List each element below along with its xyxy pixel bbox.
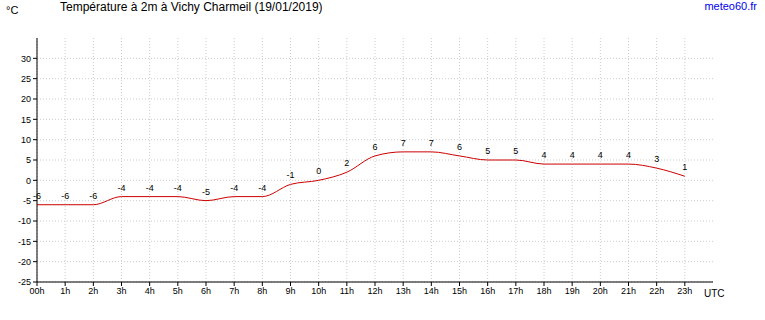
svg-text:3: 3: [654, 154, 659, 164]
svg-text:-1: -1: [286, 170, 294, 180]
svg-text:4: 4: [626, 150, 631, 160]
html-text:meteo60.fr: meteo60.fr: [704, 0, 757, 12]
svg-text:30: 30: [21, 54, 31, 64]
svg-text:15: 15: [21, 115, 31, 125]
svg-text:14h: 14h: [424, 286, 439, 296]
svg-text:6: 6: [457, 142, 462, 152]
svg-text:-25: -25: [18, 277, 31, 287]
svg-text:10: 10: [21, 135, 31, 145]
svg-text:20h: 20h: [593, 286, 608, 296]
svg-text:18h: 18h: [536, 286, 551, 296]
svg-text:5h: 5h: [173, 286, 183, 296]
svg-text:-6: -6: [33, 191, 41, 201]
html-text:UTC: UTC: [704, 288, 725, 299]
svg-text:5: 5: [26, 155, 31, 165]
svg-text:21h: 21h: [621, 286, 636, 296]
svg-text:5: 5: [513, 146, 518, 156]
svg-text:0: 0: [316, 166, 321, 176]
svg-text:16h: 16h: [480, 286, 495, 296]
svg-text:4: 4: [598, 150, 603, 160]
html-text:Température à 2m à Vichy Charm: Température à 2m à Vichy Charmeil (19/01…: [60, 0, 323, 14]
svg-text:22h: 22h: [649, 286, 664, 296]
svg-text:00h: 00h: [29, 286, 44, 296]
svg-text:13h: 13h: [396, 286, 411, 296]
svg-text:0: 0: [26, 176, 31, 186]
svg-text:-20: -20: [18, 257, 31, 267]
svg-text:-4: -4: [174, 183, 182, 193]
svg-text:-10: -10: [18, 216, 31, 226]
svg-text:-6: -6: [89, 191, 97, 201]
svg-text:-5: -5: [23, 196, 31, 206]
svg-text:-4: -4: [230, 183, 238, 193]
svg-text:25: 25: [21, 74, 31, 84]
svg-text:19h: 19h: [565, 286, 580, 296]
svg-text:2: 2: [344, 158, 349, 168]
svg-text:23h: 23h: [677, 286, 692, 296]
svg-text:5: 5: [485, 146, 490, 156]
html-text:°C: °C: [6, 4, 19, 16]
svg-text:7: 7: [401, 138, 406, 148]
svg-text:8h: 8h: [257, 286, 267, 296]
svg-text:1h: 1h: [60, 286, 70, 296]
svg-text:4: 4: [541, 150, 546, 160]
svg-text:15h: 15h: [452, 286, 467, 296]
svg-text:-5: -5: [202, 187, 210, 197]
svg-text:20: 20: [21, 94, 31, 104]
svg-text:17h: 17h: [508, 286, 523, 296]
svg-text:7h: 7h: [229, 286, 239, 296]
svg-text:-4: -4: [146, 183, 154, 193]
svg-text:6h: 6h: [201, 286, 211, 296]
svg-text:-4: -4: [258, 183, 266, 193]
svg-text:1: 1: [682, 162, 687, 172]
svg-text:10h: 10h: [311, 286, 326, 296]
svg-text:4h: 4h: [145, 286, 155, 296]
svg-text:4: 4: [570, 150, 575, 160]
svg-text:9h: 9h: [285, 286, 295, 296]
svg-text:-15: -15: [18, 237, 31, 247]
svg-text:-4: -4: [117, 183, 125, 193]
svg-text:2h: 2h: [88, 286, 98, 296]
svg-text:12h: 12h: [367, 286, 382, 296]
svg-text:6: 6: [372, 142, 377, 152]
svg-text:7: 7: [429, 138, 434, 148]
svg-text:3h: 3h: [116, 286, 126, 296]
svg-text:-6: -6: [61, 191, 69, 201]
svg-text:11h: 11h: [340, 286, 354, 296]
